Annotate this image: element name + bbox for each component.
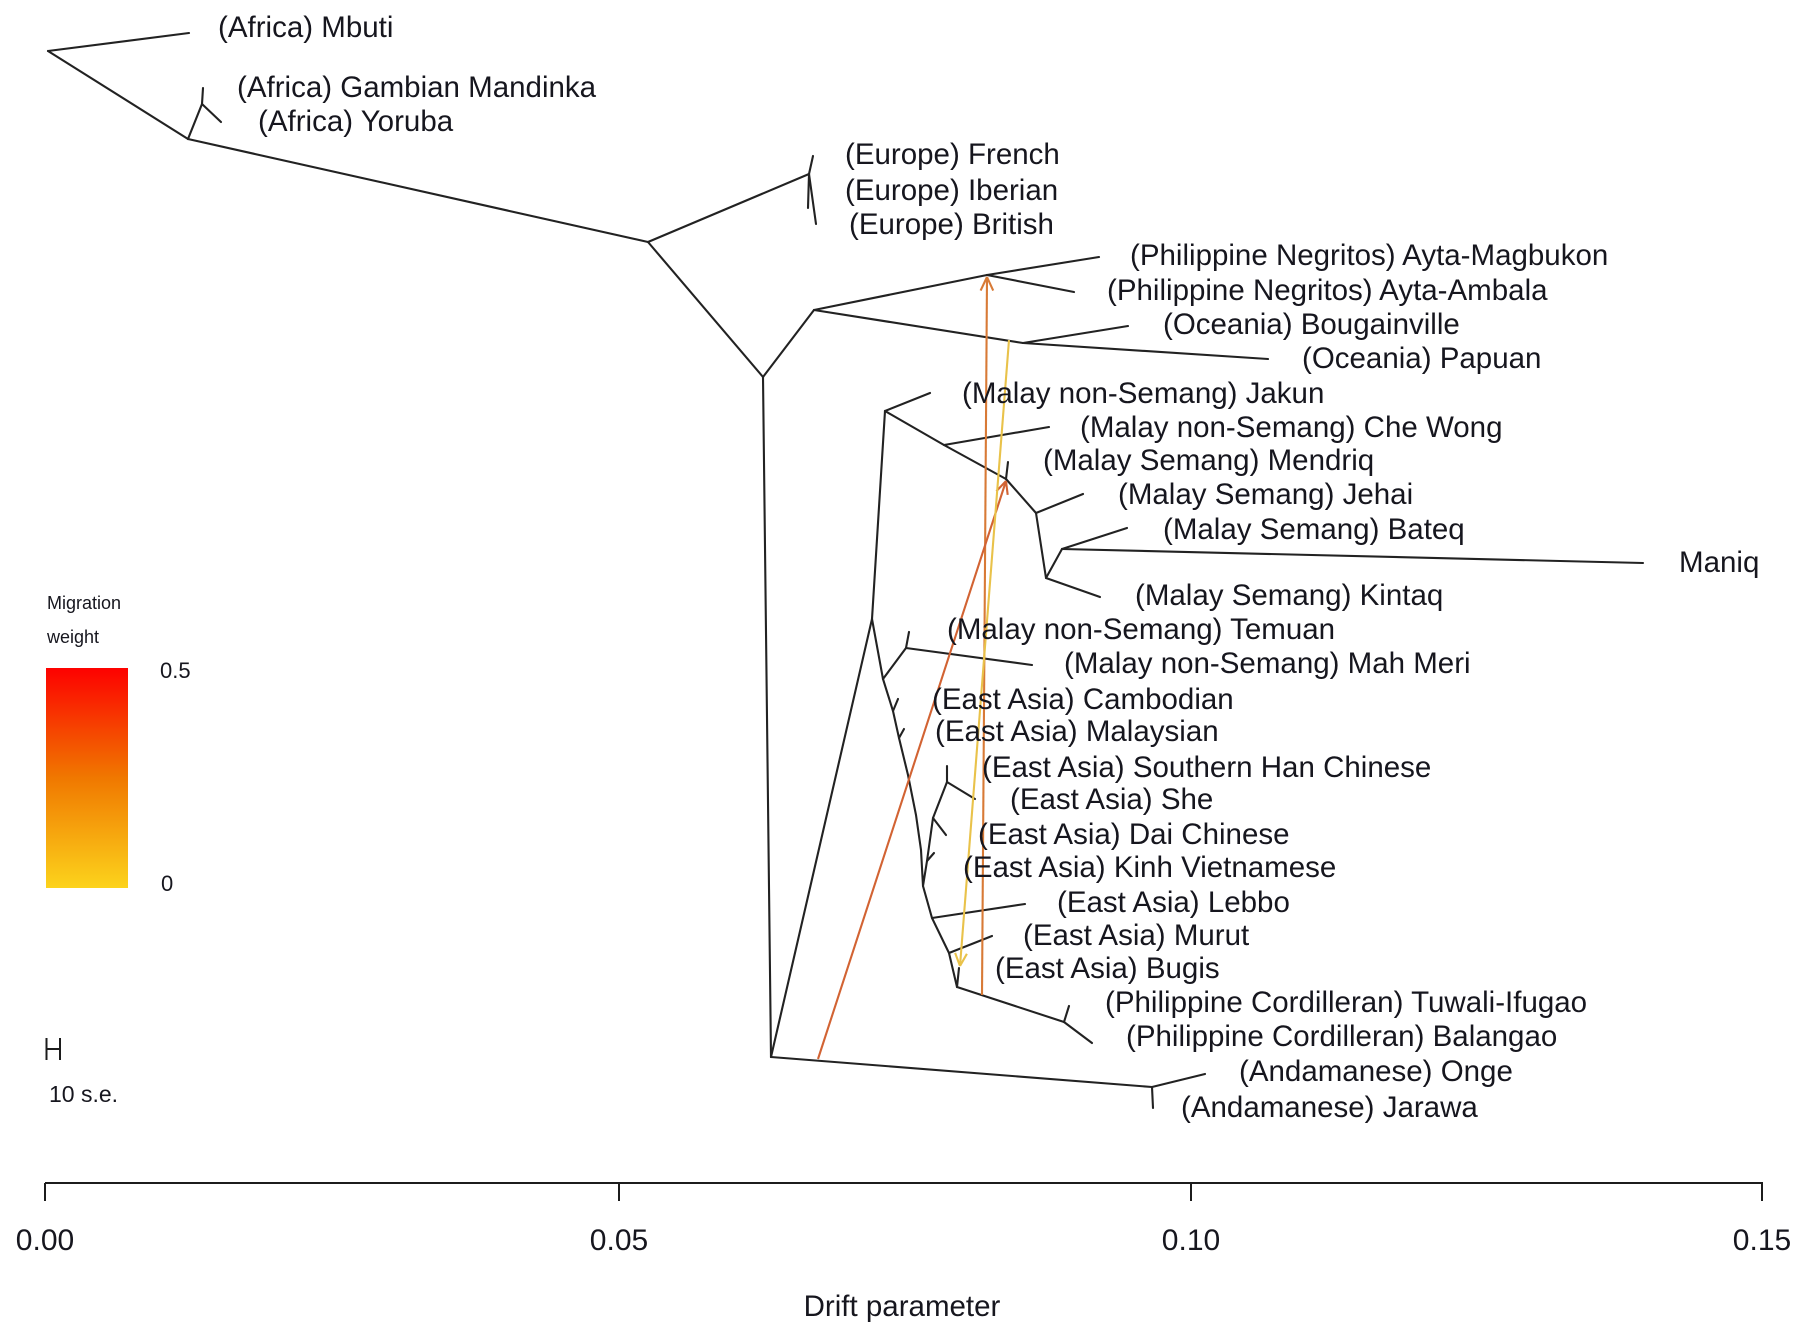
svg-text:(Philippine Cordilleran) Balan: (Philippine Cordilleran) Balangao xyxy=(1126,1020,1557,1053)
svg-text:(Africa) Gambian Mandinka: (Africa) Gambian Mandinka xyxy=(237,71,597,104)
svg-text:(East Asia) Southern Han Chine: (East Asia) Southern Han Chinese xyxy=(982,751,1431,784)
svg-text:(Malay Semang) Jehai: (Malay Semang) Jehai xyxy=(1118,478,1413,511)
svg-text:(Europe) French: (Europe) French xyxy=(845,138,1060,171)
svg-text:0: 0 xyxy=(161,871,173,896)
svg-text:Drift parameter: Drift parameter xyxy=(804,1290,1001,1323)
svg-text:(Malay Semang) Mendriq: (Malay Semang) Mendriq xyxy=(1043,444,1374,477)
svg-text:10 s.e.: 10 s.e. xyxy=(49,1081,118,1107)
svg-text:(East Asia) Dai Chinese: (East Asia) Dai Chinese xyxy=(978,818,1290,851)
svg-text:(East Asia) Lebbo: (East Asia) Lebbo xyxy=(1057,886,1290,919)
svg-text:(Malay non-Semang) Jakun: (Malay non-Semang) Jakun xyxy=(962,377,1324,410)
svg-text:(Malay non-Semang) Che Wong: (Malay non-Semang) Che Wong xyxy=(1080,411,1503,444)
svg-text:(Andamanese) Jarawa: (Andamanese) Jarawa xyxy=(1181,1091,1478,1124)
svg-text:(Andamanese) Onge: (Andamanese) Onge xyxy=(1239,1055,1513,1088)
svg-text:(Europe) Iberian: (Europe) Iberian xyxy=(845,174,1058,207)
svg-text:(East Asia) Cambodian: (East Asia) Cambodian xyxy=(932,683,1234,716)
svg-text:0.05: 0.05 xyxy=(590,1224,648,1257)
svg-text:(Africa) Yoruba: (Africa) Yoruba xyxy=(258,105,454,138)
svg-text:(East Asia) She: (East Asia) She xyxy=(1010,783,1213,816)
svg-text:(East Asia) Kinh Vietnamese: (East Asia) Kinh Vietnamese xyxy=(963,851,1336,884)
svg-text:(Europe) British: (Europe) British xyxy=(849,208,1054,241)
svg-text:(Oceania) Bougainville: (Oceania) Bougainville xyxy=(1163,308,1460,341)
svg-text:(Philippine Negritos) Ayta-Mag: (Philippine Negritos) Ayta-Magbukon xyxy=(1130,239,1608,272)
svg-text:(Malay non-Semang) Temuan: (Malay non-Semang) Temuan xyxy=(947,613,1335,646)
svg-text:Migration: Migration xyxy=(47,593,121,613)
svg-text:(Malay non-Semang) Mah Meri: (Malay non-Semang) Mah Meri xyxy=(1064,647,1471,680)
svg-text:(East Asia) Murut: (East Asia) Murut xyxy=(1023,919,1249,952)
svg-text:(Oceania) Papuan: (Oceania) Papuan xyxy=(1302,342,1541,375)
svg-text:(Philippine Negritos) Ayta-Amb: (Philippine Negritos) Ayta-Ambala xyxy=(1107,274,1548,307)
svg-text:0.00: 0.00 xyxy=(16,1224,74,1257)
svg-text:(Africa) Mbuti: (Africa) Mbuti xyxy=(218,11,393,44)
svg-text:Maniq: Maniq xyxy=(1679,546,1759,579)
svg-text:0.10: 0.10 xyxy=(1162,1224,1220,1257)
svg-text:(Malay Semang) Bateq: (Malay Semang) Bateq xyxy=(1163,513,1465,546)
svg-text:(East Asia) Bugis: (East Asia) Bugis xyxy=(995,952,1220,985)
svg-text:weight: weight xyxy=(46,627,99,647)
svg-text:(Malay Semang) Kintaq: (Malay Semang) Kintaq xyxy=(1135,579,1443,612)
svg-text:(Philippine Cordilleran) Tuwal: (Philippine Cordilleran) Tuwali-Ifugao xyxy=(1105,986,1587,1019)
svg-text:0.15: 0.15 xyxy=(1733,1224,1791,1257)
svg-text:(East Asia) Malaysian: (East Asia) Malaysian xyxy=(935,715,1219,748)
svg-text:0.5: 0.5 xyxy=(160,658,191,683)
